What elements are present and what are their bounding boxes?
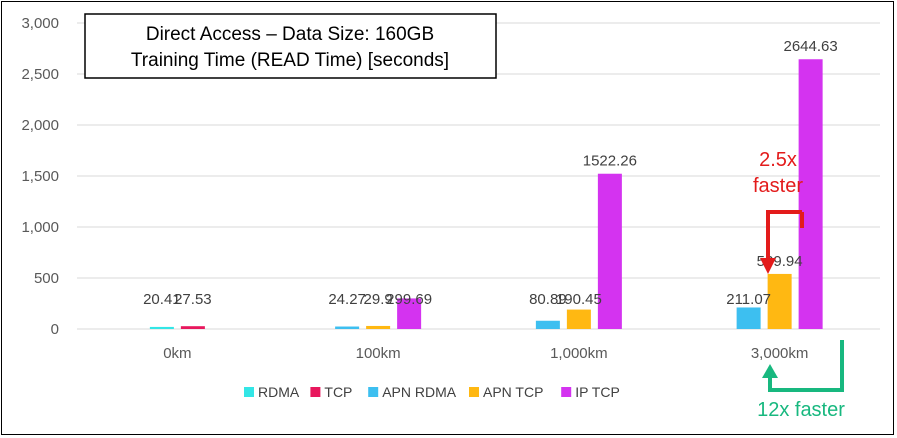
data-label: 20.41 <box>143 291 181 308</box>
bar <box>366 325 391 329</box>
data-label: 27.53 <box>174 291 212 308</box>
red-arrowhead <box>760 258 776 274</box>
bar <box>736 307 761 329</box>
data-label: 24.27 <box>328 291 366 308</box>
x-tick-label: 1,000km <box>550 345 608 362</box>
bar <box>798 59 823 329</box>
bars <box>149 59 823 329</box>
y-tick-label: 3,000 <box>21 15 59 32</box>
bar <box>566 309 591 329</box>
bar <box>335 326 360 329</box>
red-annotation-line2: faster <box>753 175 803 197</box>
title-box: Direct Access – Data Size: 160GB Trainin… <box>84 13 497 79</box>
legend-label: APN RDMA <box>382 384 457 400</box>
speedup-annotations: 2.5x faster 12x faster <box>753 149 845 421</box>
x-axis-ticks: 0km 100km 1,000km 3,000km <box>163 345 808 362</box>
y-tick-label: 500 <box>34 270 59 287</box>
legend-swatch <box>561 387 572 397</box>
green-annotation: 12x faster <box>757 399 845 421</box>
green-arrow <box>768 340 844 392</box>
data-label: 29.9 <box>364 291 393 308</box>
y-tick-label: 0 <box>51 321 59 338</box>
legend-label: RDMA <box>258 384 300 400</box>
legend-swatch <box>469 387 479 397</box>
data-label: 190.45 <box>556 291 602 308</box>
x-tick-label: 0km <box>163 345 191 362</box>
chart-title: Direct Access – Data Size: 160GB <box>146 24 434 45</box>
legend-label: APN TCP <box>483 384 543 400</box>
y-tick-label: 2,500 <box>21 66 59 83</box>
data-label: 299.69 <box>386 291 432 308</box>
bar <box>767 273 792 329</box>
y-tick-label: 2,000 <box>21 117 59 134</box>
chart-subtitle: Training Time (READ Time) [seconds] <box>131 50 449 71</box>
x-tick-label: 3,000km <box>751 345 809 362</box>
legend-swatch <box>244 387 254 397</box>
y-tick-label: 1,500 <box>21 168 59 185</box>
legend: RDMA TCP APN RDMA APN TCP IP TCP <box>244 384 620 400</box>
legend-swatch <box>310 387 321 397</box>
legend-label: TCP <box>324 384 352 400</box>
data-label: 2644.63 <box>784 38 838 55</box>
bar <box>149 326 174 329</box>
bar <box>535 320 560 329</box>
red-arrow <box>766 210 804 262</box>
legend-label: IP TCP <box>575 384 620 400</box>
x-tick-label: 100km <box>356 345 401 362</box>
data-label: 211.07 <box>726 291 771 308</box>
green-arrowhead <box>762 364 778 378</box>
red-annotation-line1: 2.5x <box>759 149 797 171</box>
data-label: 1522.26 <box>583 153 637 170</box>
y-axis-ticks: 0 500 1,000 1,500 2,000 2,500 3,000 <box>21 15 59 338</box>
bar <box>180 326 205 329</box>
legend-swatch <box>368 387 379 397</box>
bar <box>597 173 622 329</box>
bar <box>397 298 422 329</box>
data-label: 80.89 <box>529 291 567 308</box>
y-tick-label: 1,000 <box>21 219 59 236</box>
